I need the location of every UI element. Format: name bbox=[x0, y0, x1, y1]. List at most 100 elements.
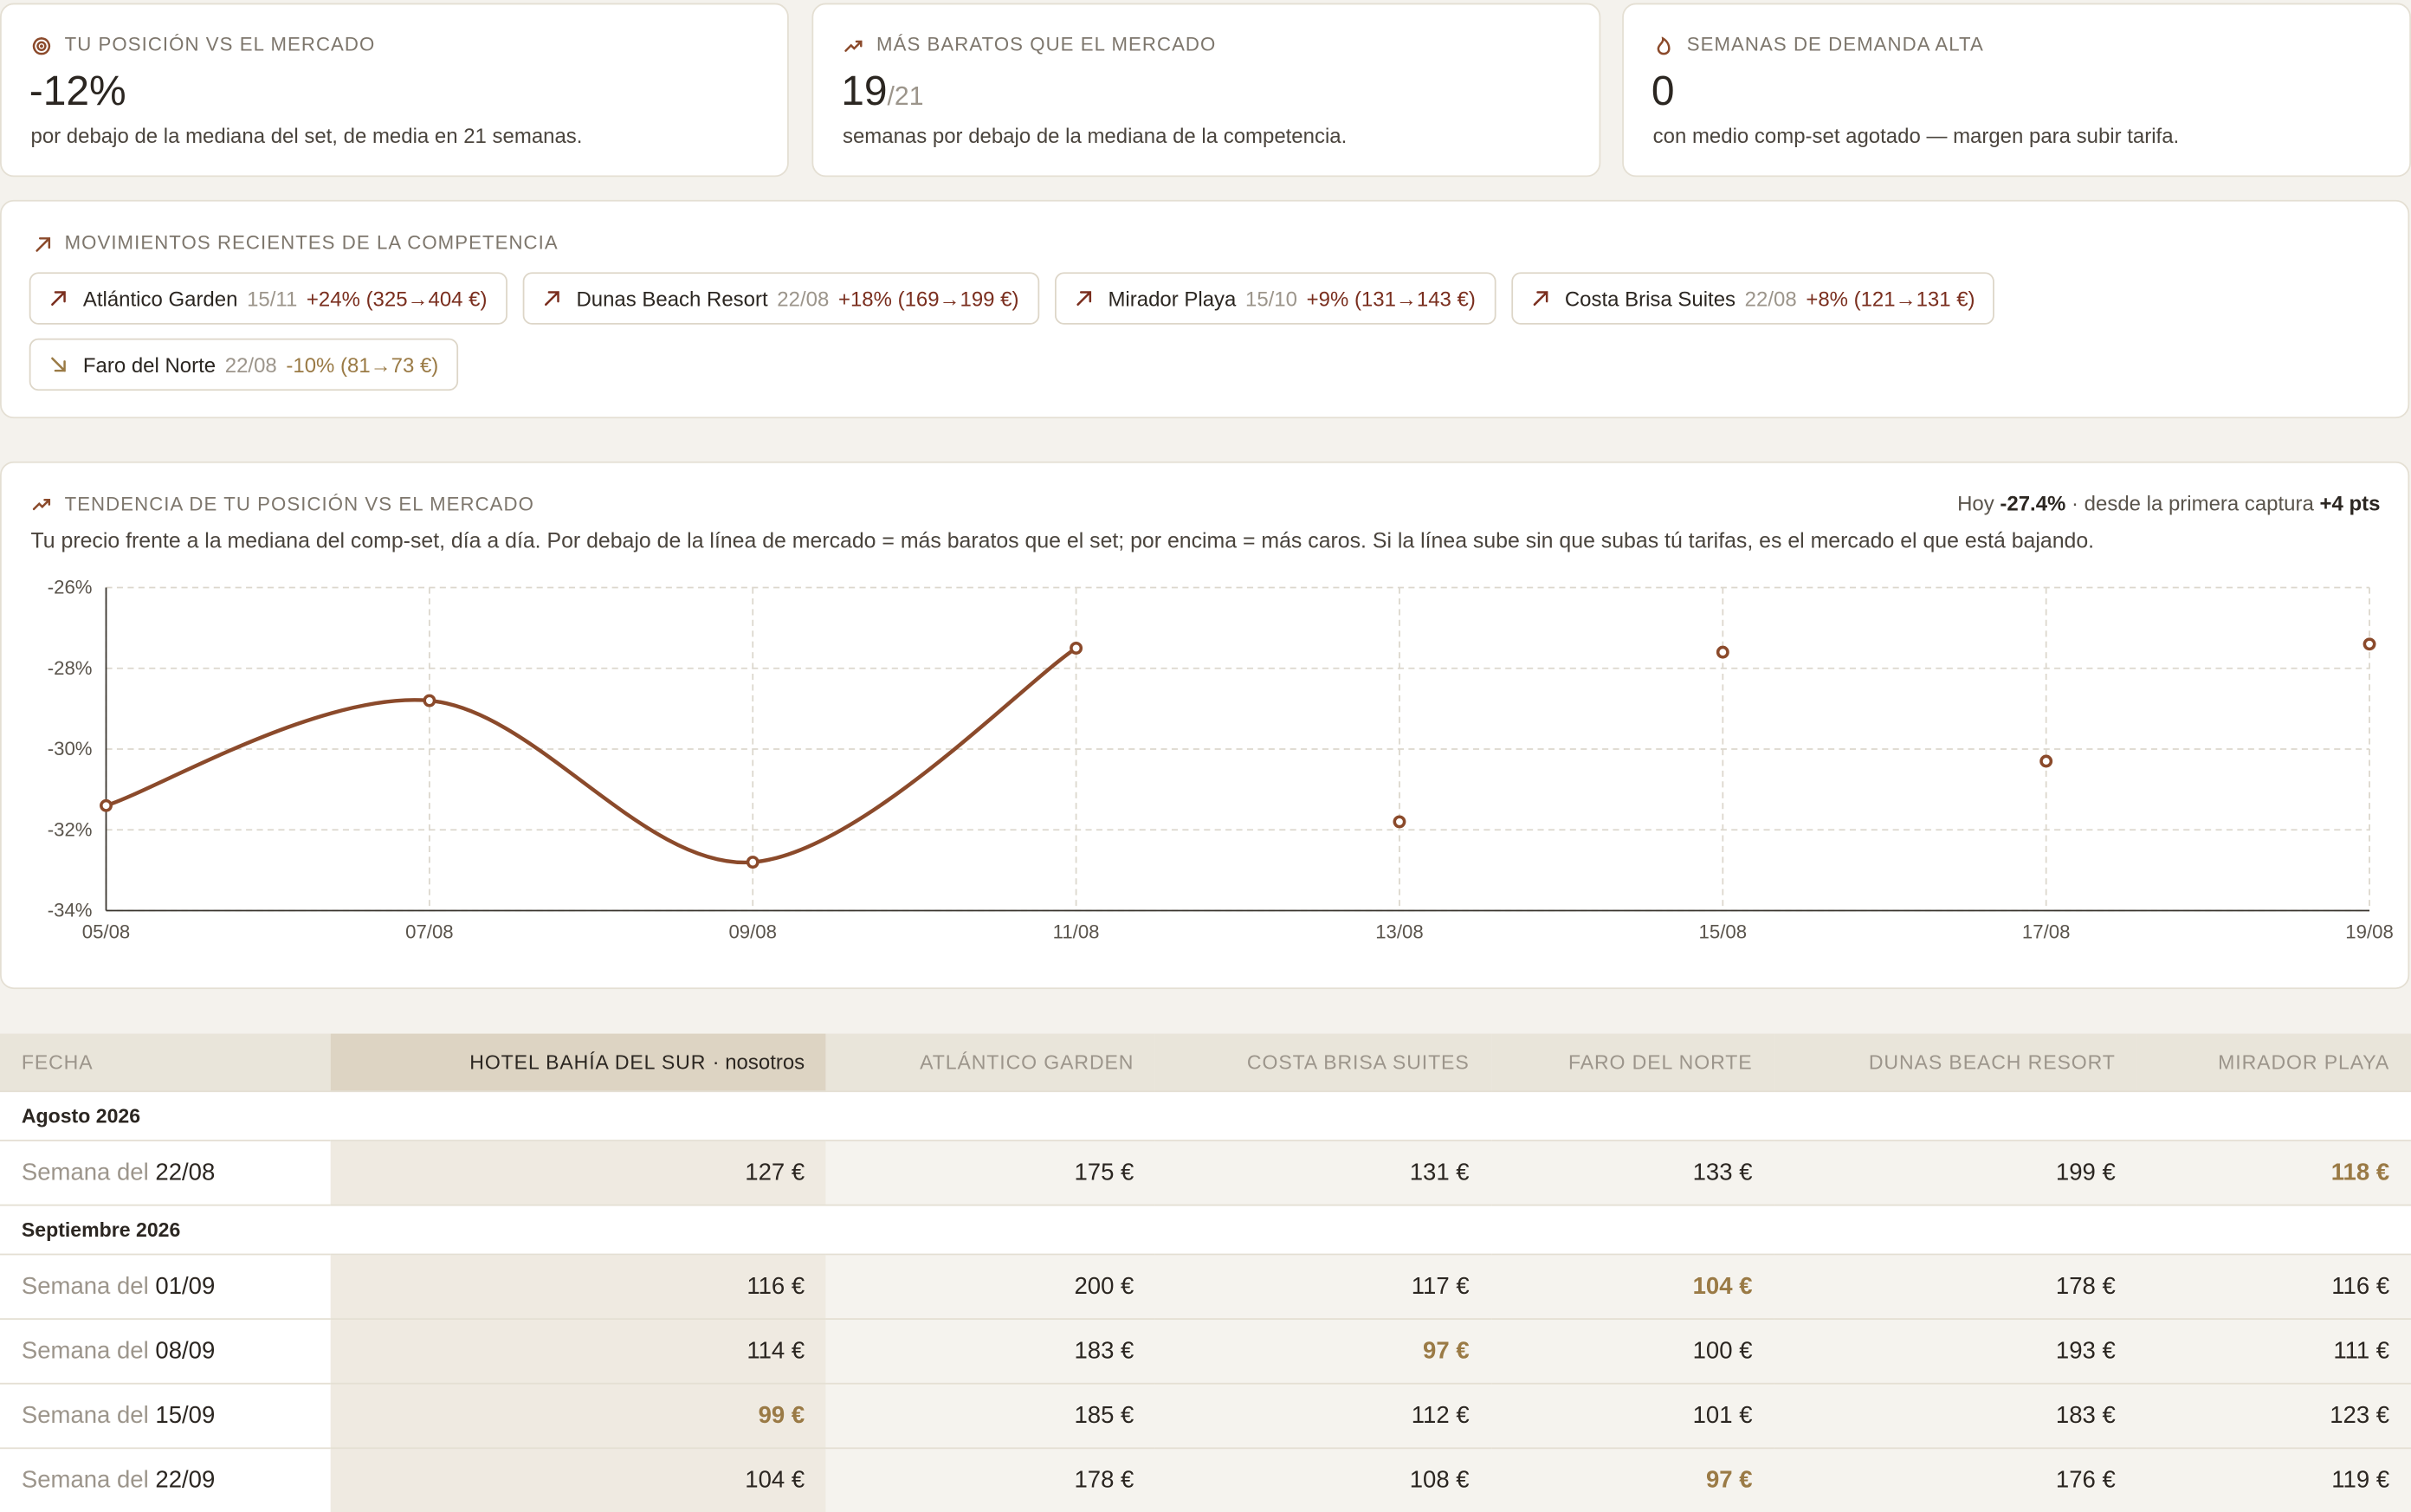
x-tick-label: 15/08 bbox=[1699, 921, 1748, 942]
kpi-number: -12% bbox=[29, 68, 126, 114]
column-header: HOTEL BAHÍA DEL SUR · nosotros bbox=[330, 1033, 827, 1092]
week-date: 22/08 bbox=[155, 1159, 216, 1186]
y-tick-label: -34% bbox=[48, 900, 93, 921]
price-cell: 117 € bbox=[1155, 1253, 1491, 1320]
data-point bbox=[746, 856, 759, 869]
week-date: 08/09 bbox=[155, 1337, 216, 1364]
price-cell: 131 € bbox=[1155, 1140, 1491, 1205]
movement-change: -10% (81→73 €) bbox=[286, 352, 439, 377]
y-tick-label: -30% bbox=[48, 738, 93, 759]
kpi-label: TU POSICIÓN VS EL MERCADO bbox=[64, 34, 376, 55]
price-cell: 97 € bbox=[1155, 1318, 1491, 1384]
x-tick-label: 05/08 bbox=[82, 921, 131, 942]
price-table: FECHA HOTEL BAHÍA DEL SUR · nosotros ATLÁN… bbox=[0, 1033, 2411, 1512]
data-row: Semana del 15/09 99 €185 €112 €101 €183 €… bbox=[0, 1382, 2411, 1449]
price-cell: 108 € bbox=[1155, 1447, 1491, 1512]
price-cell: 104 € bbox=[1490, 1253, 1774, 1320]
week-cell: Semana del 22/09 bbox=[0, 1447, 331, 1512]
icon-path bbox=[32, 499, 51, 511]
kpi-description: por debajo de la mediana del set, de med… bbox=[30, 124, 583, 148]
x-tick-label: 13/08 bbox=[1375, 921, 1424, 942]
column-header: FECHA bbox=[0, 1033, 331, 1092]
kpi-suffix: /21 bbox=[887, 81, 924, 111]
chart: -34% -32% -30% -28% -26% 05/08 07/08 09/08 11/08… bbox=[48, 577, 2394, 943]
movement-date: 15/11 bbox=[247, 287, 298, 310]
icon-path bbox=[1657, 36, 1671, 55]
group-label: Agosto 2026 bbox=[0, 1090, 2411, 1141]
icon-path bbox=[1533, 291, 1548, 306]
movement-chip: Mirador Playa 15/10 +9% (131→143 €) bbox=[1054, 272, 1496, 325]
column-header: MIRADOR PLAYA bbox=[2136, 1033, 2411, 1092]
week-prefix: Semana del bbox=[21, 1159, 149, 1186]
kpi-number: 19 bbox=[841, 68, 888, 114]
trend-line bbox=[105, 646, 1077, 864]
price-cell: 114 € bbox=[330, 1318, 827, 1384]
group-row: Septiembre 2026 bbox=[0, 1204, 2411, 1255]
y-tick-label: -32% bbox=[48, 818, 93, 840]
week-prefix: Semana del bbox=[21, 1402, 149, 1429]
kpi-card: SEMANAS DE DEMANDA ALTA 0 con medio comp-s… bbox=[1622, 3, 2411, 178]
price-cell: 133 € bbox=[1490, 1140, 1774, 1205]
data-point bbox=[2363, 637, 2376, 651]
summary-today-label: Hoy bbox=[1957, 492, 1994, 516]
icon-path bbox=[1076, 291, 1091, 306]
price-cell: 116 € bbox=[2136, 1253, 2411, 1320]
price-cell: 116 € bbox=[330, 1253, 827, 1320]
price-cell: 178 € bbox=[826, 1447, 1156, 1512]
header-label: FARO DEL NORTE bbox=[1567, 1050, 1753, 1074]
data-point bbox=[2039, 754, 2053, 768]
movement-date: 15/10 bbox=[1244, 287, 1297, 310]
header-label: DUNAS BEACH RESORT bbox=[1868, 1050, 2116, 1074]
header-label: MIRADOR PLAYA bbox=[2218, 1050, 2390, 1074]
data-row: Semana del 08/09 114 €183 €97 €100 €193 €… bbox=[0, 1318, 2411, 1384]
price-cell: 178 € bbox=[1774, 1253, 2137, 1320]
chip-list: Atlántico Garden 15/11 +24% (325→404 €) Dun… bbox=[29, 272, 2381, 391]
column-header: ATLÁNTICO GARDEN bbox=[826, 1033, 1156, 1092]
icon-path bbox=[32, 37, 51, 55]
column-header: DUNAS BEACH RESORT bbox=[1774, 1033, 2137, 1092]
week-cell: Semana del 22/08 bbox=[0, 1140, 331, 1205]
price-cell: 193 € bbox=[1774, 1318, 2137, 1384]
price-cell: 127 € bbox=[330, 1140, 827, 1205]
icon bbox=[1076, 291, 1091, 306]
week-cell: Semana del 08/09 bbox=[0, 1318, 331, 1384]
header-label: HOTEL BAHÍA DEL SUR bbox=[469, 1050, 707, 1074]
group-row: Agosto 2026 bbox=[0, 1090, 2411, 1141]
price-cell: 99 € bbox=[330, 1382, 827, 1449]
trend-card: TENDENCIA DE TU POSICIÓN VS EL MERCADO Tu… bbox=[0, 461, 2410, 990]
week-prefix: Semana del bbox=[21, 1337, 149, 1364]
movement-change: +18% (169→199 €) bbox=[837, 287, 1019, 310]
week-prefix: Semana del bbox=[21, 1466, 149, 1493]
kpi-number: 0 bbox=[1651, 68, 1675, 114]
x-tick-label: 11/08 bbox=[1053, 921, 1100, 942]
movement-chip: Dunas Beach Resort 22/08 +18% (169→199 €) bbox=[522, 272, 1039, 325]
group-label: Septiembre 2026 bbox=[0, 1204, 2411, 1255]
competitor-name: Faro del Norte bbox=[82, 352, 217, 377]
price-cell: 123 € bbox=[2136, 1382, 2411, 1449]
week-date: 22/09 bbox=[155, 1466, 216, 1493]
week-cell: Semana del 01/09 bbox=[0, 1253, 331, 1320]
movement-date: 22/08 bbox=[224, 352, 277, 377]
movement-date: 22/08 bbox=[777, 287, 830, 310]
movement-change: +24% (325→404 €) bbox=[306, 287, 488, 310]
x-tick-label: 17/08 bbox=[2022, 921, 2071, 942]
data-row: Semana del 22/08 127 €175 €131 €133 €199 … bbox=[0, 1140, 2411, 1205]
kpi-label: SEMANAS DE DEMANDA ALTA bbox=[1686, 34, 1984, 55]
movement-chip: Faro del Norte 22/08 -10% (81→73 €) bbox=[29, 338, 459, 391]
data-row: Semana del 01/09 116 €200 €117 €104 €178 … bbox=[0, 1253, 2411, 1320]
price-cell: 100 € bbox=[1490, 1318, 1774, 1384]
icon bbox=[36, 237, 51, 252]
column-header: COSTA BRISA SUITES bbox=[1155, 1033, 1491, 1092]
trend-summary: Hoy -27.4% · desde la primera captura +4… bbox=[1957, 492, 2380, 515]
data-point bbox=[423, 694, 436, 708]
kpi-card: MÁS BARATOS QUE EL MERCADO 19/21 semanas p… bbox=[811, 3, 1601, 178]
icon bbox=[844, 40, 863, 52]
week-date: 15/09 bbox=[155, 1402, 216, 1429]
data-point bbox=[1716, 645, 1729, 659]
movement-change: +8% (121→131 €) bbox=[1806, 287, 1975, 310]
competitor-name: Mirador Playa bbox=[1108, 287, 1237, 310]
x-tick-label: 09/08 bbox=[728, 921, 777, 942]
data-point bbox=[1393, 815, 1406, 829]
